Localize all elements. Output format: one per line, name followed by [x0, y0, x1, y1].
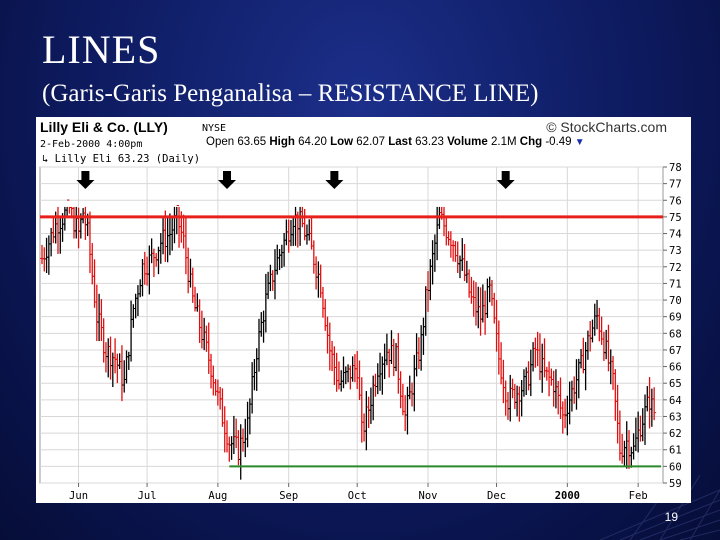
y-tick-label: 77 — [669, 179, 682, 191]
ohlc-chart: 78 77 76 75 74 73 72 71 70 69 68 67 66 65 64 63 62 61 60 59… — [39, 162, 682, 502]
x-tick-label: Aug — [208, 490, 227, 502]
x-tick-label: Jun — [69, 490, 88, 502]
down-arrow-marker-icon — [218, 171, 237, 189]
x-tick-label: Sep — [279, 490, 298, 502]
quote-values: Open 63.65 High 64.20 Low 62.07 Last 63.… — [206, 136, 585, 148]
decorative-grid-icon — [600, 469, 720, 540]
ohlc-legend-icon: ↳ — [42, 153, 49, 165]
x-tick-label: Feb — [629, 490, 648, 502]
page-number: 19 — [664, 510, 678, 524]
y-tick-label: 69 — [669, 312, 682, 324]
last-label: Last — [388, 136, 412, 148]
x-tick-label: Nov — [419, 490, 438, 502]
x-tick-label: 2000 — [555, 490, 580, 502]
open-label: Open — [206, 136, 235, 148]
y-tick-label: 59 — [669, 478, 682, 490]
open-value: 63.65 — [237, 136, 267, 148]
high-value: 64.20 — [298, 136, 327, 148]
chg-label: Chg — [519, 136, 543, 148]
slide-title: LINES — [42, 27, 161, 72]
x-tick-label: Dec — [487, 490, 506, 502]
brand-label: © StockCharts.com — [546, 119, 667, 135]
volume-label: Volume — [447, 136, 488, 148]
x-tick-label: Oct — [348, 490, 367, 502]
y-tick-label: 71 — [669, 278, 682, 290]
y-tick-label: 72 — [669, 262, 682, 274]
low-value: 62.07 — [356, 136, 386, 148]
y-tick-label: 66 — [669, 362, 682, 374]
exchange-label: NYSE — [202, 123, 227, 134]
high-label: High — [269, 136, 295, 148]
y-tick-label: 64 — [669, 395, 682, 407]
down-arrow-marker-icon — [496, 171, 515, 189]
y-tick-label: 78 — [669, 162, 682, 174]
last-value: 63.23 — [415, 136, 444, 148]
y-tick-label: 63 — [669, 411, 682, 423]
y-tick-label: 76 — [669, 195, 682, 207]
y-tick-label: 68 — [669, 328, 682, 340]
y-tick-label: 73 — [669, 245, 682, 257]
slide-subtitle: (Garis-Garis Penganalisa – RESISTANCE LI… — [42, 80, 539, 107]
y-tick-label: 60 — [669, 461, 682, 473]
down-arrow-icon: ▼ — [574, 137, 585, 148]
quote-datetime: 2-Feb-2000 4:00pm — [40, 139, 143, 150]
low-label: Low — [330, 136, 354, 148]
volume-value: 2.1M — [491, 136, 517, 148]
y-tick-label: 74 — [669, 229, 682, 241]
legend-label: Lilly Eli 63.23 (Daily) — [54, 153, 201, 165]
x-tick-label: Jul — [138, 490, 157, 502]
y-tick-label: 62 — [669, 428, 682, 440]
down-arrow-marker-icon — [325, 171, 344, 189]
stock-chart-panel: 78 77 76 75 74 73 72 71 70 69 68 67 66 65 64 63 62 61 60 59… — [36, 117, 691, 503]
y-tick-label: 65 — [669, 378, 682, 390]
chg-value: -0.49 — [545, 136, 572, 148]
y-tick-label: 67 — [669, 345, 682, 357]
plot-area — [39, 166, 664, 484]
y-tick-label: 61 — [669, 445, 682, 457]
y-tick-label: 75 — [669, 212, 682, 224]
y-tick-label: 70 — [669, 295, 682, 307]
down-arrow-marker-icon — [76, 171, 95, 189]
company-name: Lilly Eli & Co. (LLY) — [40, 119, 168, 135]
series-legend: ↳ Lilly Eli 63.23 (Daily) — [42, 153, 200, 165]
